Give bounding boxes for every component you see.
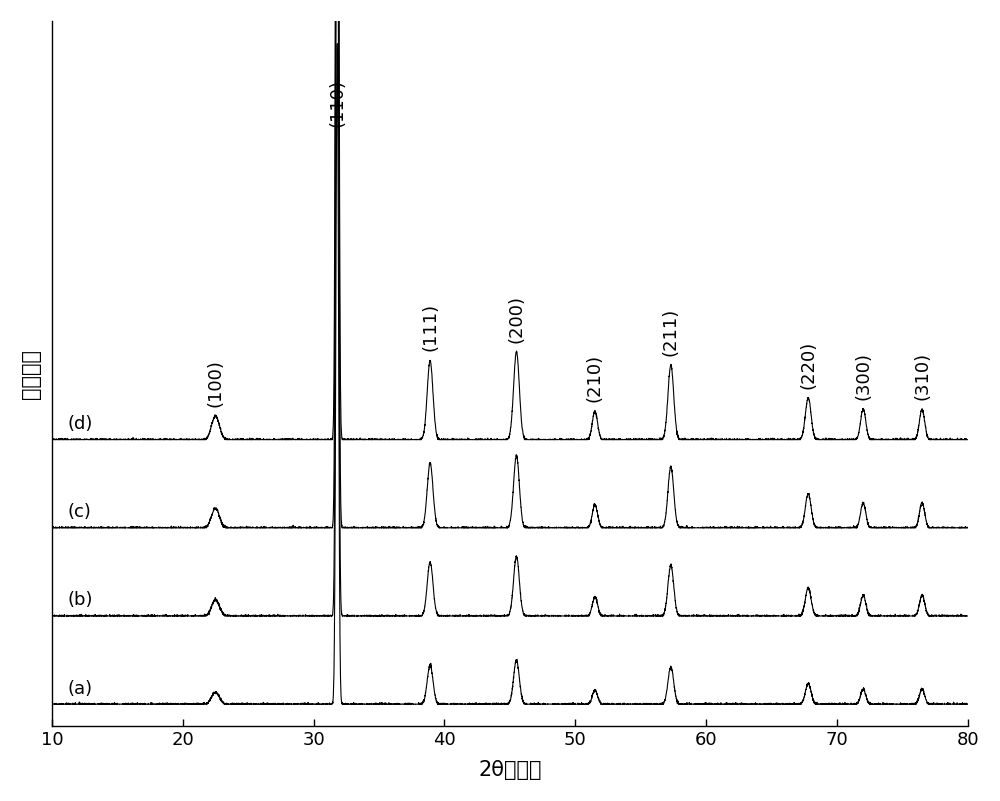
Text: (310): (310) [913, 352, 931, 400]
Text: (a): (a) [68, 679, 93, 698]
X-axis label: 2θ（度）: 2θ（度） [478, 760, 542, 780]
Text: (d): (d) [68, 415, 93, 433]
Text: (110): (110) [328, 78, 346, 127]
Text: (c): (c) [68, 503, 92, 521]
Text: (200): (200) [507, 295, 525, 343]
Y-axis label: 相对强度: 相对强度 [21, 348, 41, 399]
Text: (211): (211) [662, 308, 680, 356]
Text: (111): (111) [421, 304, 439, 352]
Text: (210): (210) [586, 354, 604, 402]
Text: (100): (100) [206, 359, 224, 407]
Text: (b): (b) [68, 591, 93, 610]
Text: (300): (300) [854, 352, 872, 400]
Text: (220): (220) [799, 340, 817, 389]
